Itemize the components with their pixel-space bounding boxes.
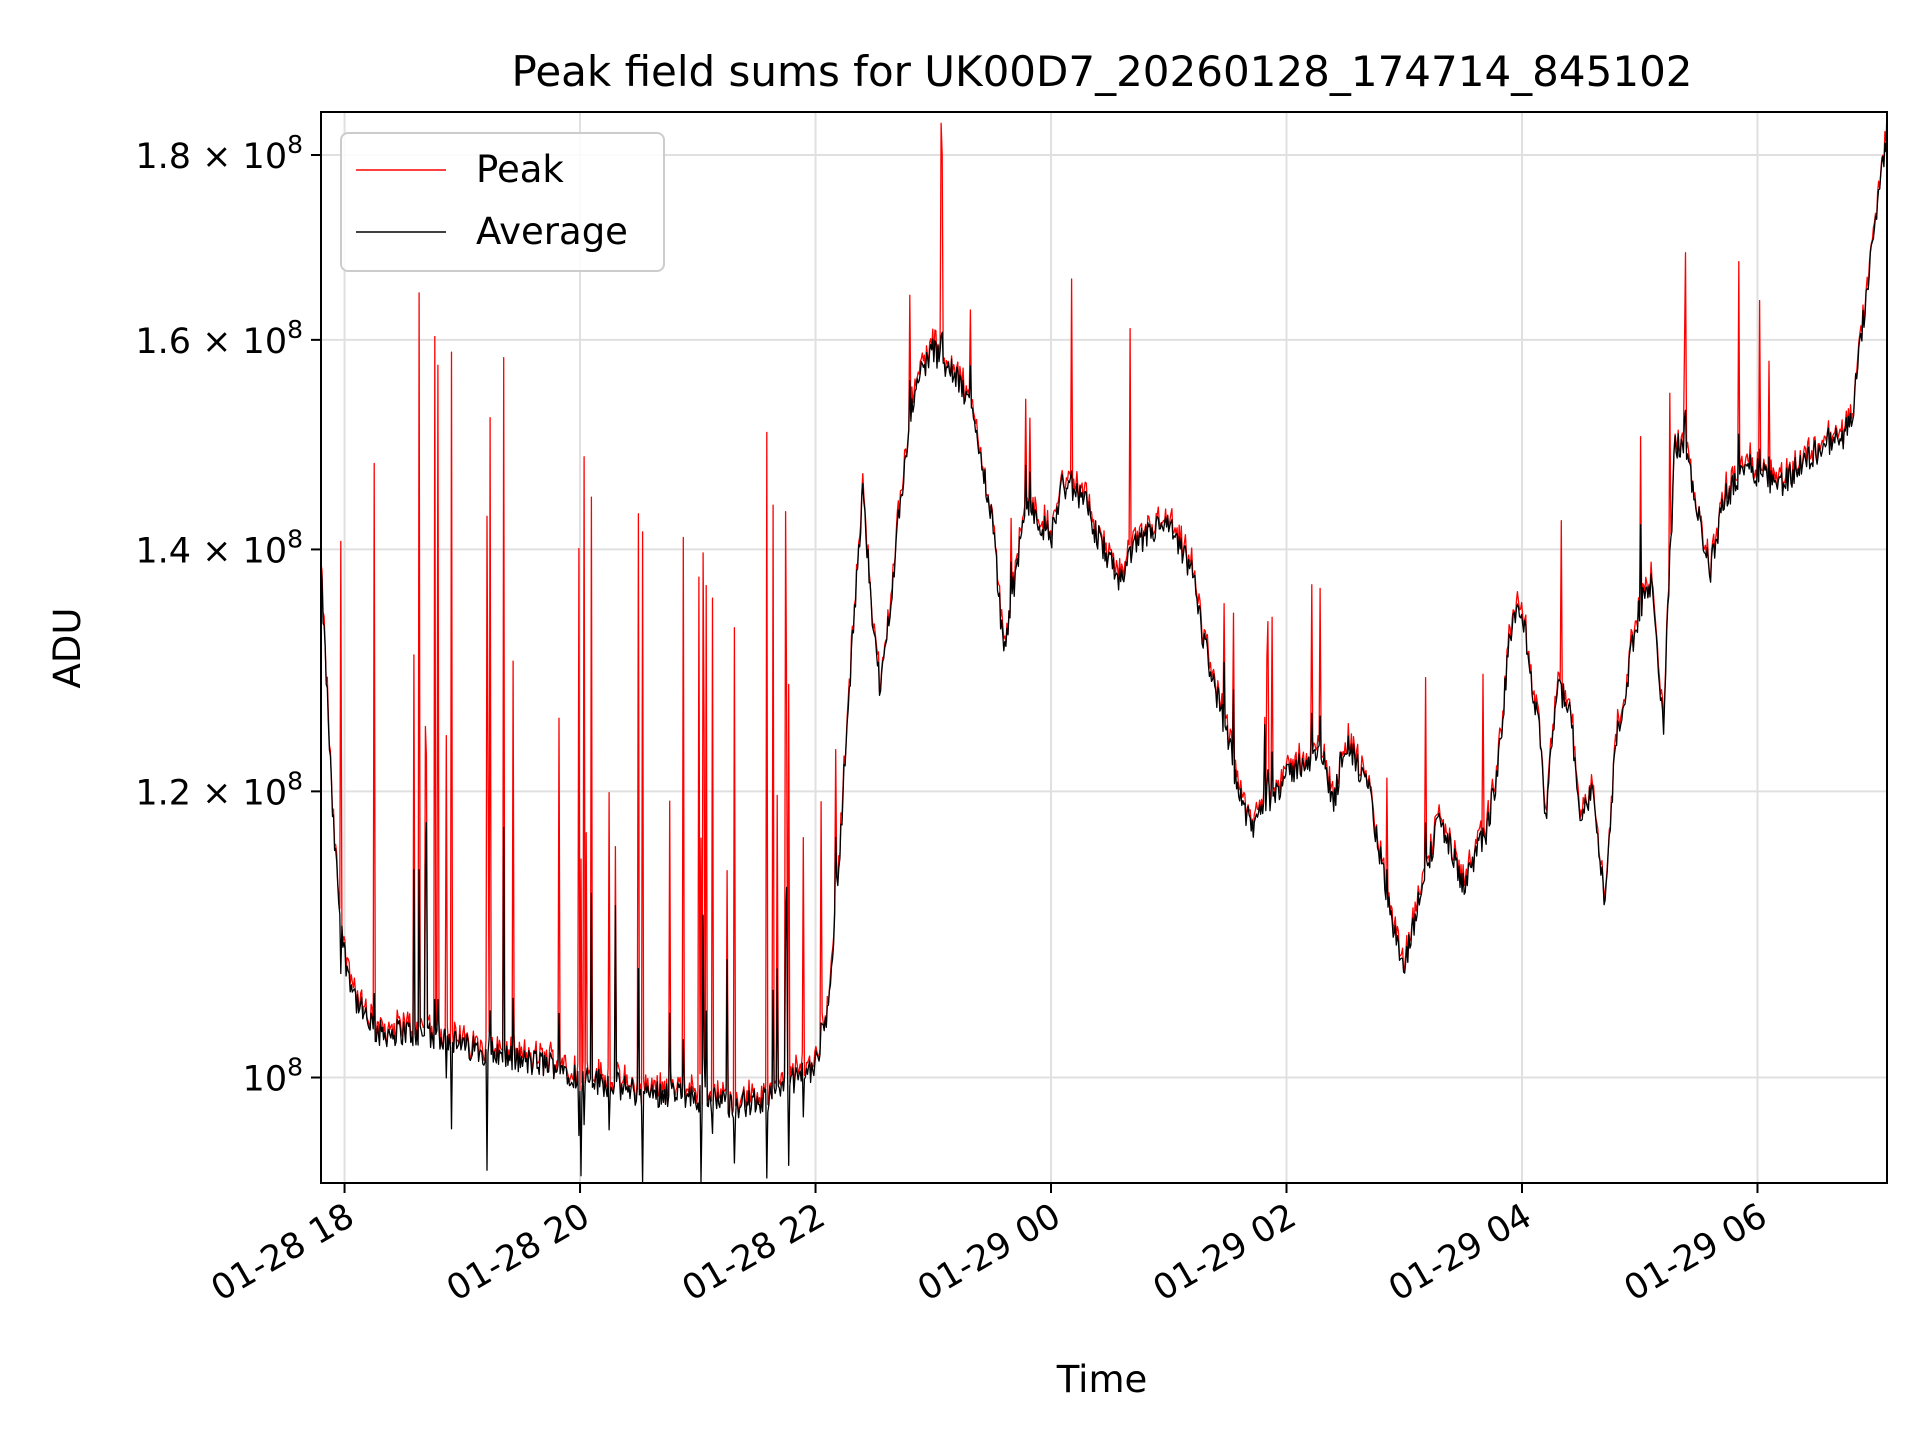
y-tick-label: 1.8 × 108	[135, 130, 303, 177]
y-axis-label: ADU	[46, 608, 89, 689]
plot-area	[321, 112, 1887, 1183]
y-tick-label: 108	[243, 1053, 303, 1100]
plot-frame	[320, 111, 1888, 1184]
series-layer	[320, 111, 1888, 1184]
y-tick-label: 1.6 × 108	[135, 315, 303, 362]
chart-title: Peak field sums for UK00D7_20260128_1747…	[511, 47, 1692, 96]
y-tick-label: 1.2 × 108	[135, 766, 303, 813]
y-tick-label: 1.4 × 108	[135, 524, 303, 571]
legend-box	[340, 132, 665, 272]
series-line-average	[320, 117, 1888, 1184]
y-axis: 108 1.2 × 108 1.4 × 108 1.6 × 108 1.8 × 108	[135, 130, 321, 1100]
legend-label-average: Average	[476, 210, 628, 253]
x-axis-label: Time	[1056, 1358, 1148, 1401]
legend-label-peak: Peak	[476, 148, 564, 191]
legend: Peak Average	[340, 132, 665, 272]
